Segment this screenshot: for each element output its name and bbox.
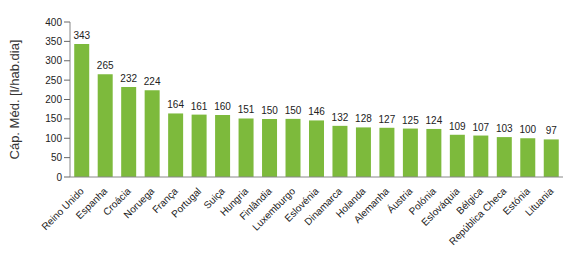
svg-text:Luxemburgo: Luxemburgo: [250, 185, 298, 233]
svg-text:Bélgica: Bélgica: [454, 185, 486, 217]
svg-text:200: 200: [45, 94, 62, 105]
svg-text:Hungria: Hungria: [217, 185, 251, 218]
svg-text:Finlândia: Finlândia: [237, 185, 274, 222]
svg-text:Holanda: Holanda: [333, 185, 368, 220]
svg-text:250: 250: [45, 75, 62, 86]
svg-text:150: 150: [285, 105, 302, 116]
svg-text:107: 107: [472, 122, 489, 133]
svg-text:125: 125: [402, 115, 419, 126]
svg-text:97: 97: [546, 125, 558, 136]
svg-text:265: 265: [97, 60, 114, 71]
svg-text:132: 132: [332, 112, 349, 123]
svg-text:164: 164: [167, 99, 184, 110]
svg-text:Espanha: Espanha: [74, 185, 110, 221]
svg-text:300: 300: [45, 55, 62, 66]
svg-text:Eslováquia: Eslováquia: [419, 185, 462, 228]
svg-text:0: 0: [56, 172, 62, 183]
svg-text:Cáp. Méd. [l/hab.dia]: Cáp. Méd. [l/hab.dia]: [8, 40, 22, 160]
svg-text:Dinamarca: Dinamarca: [302, 185, 345, 228]
svg-text:127: 127: [379, 114, 396, 125]
svg-text:Lituania: Lituania: [523, 185, 556, 218]
svg-text:Noruega: Noruega: [122, 185, 157, 220]
svg-text:124: 124: [426, 115, 443, 126]
svg-text:Polónia: Polónia: [406, 185, 439, 217]
svg-text:350: 350: [45, 36, 62, 47]
svg-text:160: 160: [214, 101, 231, 112]
svg-text:Áustria: Áustria: [384, 185, 415, 216]
svg-text:232: 232: [120, 73, 137, 84]
svg-text:150: 150: [45, 113, 62, 124]
svg-text:100: 100: [519, 124, 536, 135]
svg-text:Croácia: Croácia: [100, 185, 133, 218]
svg-text:República Checa: República Checa: [447, 185, 509, 247]
svg-text:343: 343: [73, 30, 90, 41]
svg-text:França: França: [150, 185, 180, 216]
svg-text:Alemanha: Alemanha: [352, 185, 392, 225]
svg-text:103: 103: [496, 123, 513, 134]
svg-text:400: 400: [45, 17, 62, 28]
svg-text:150: 150: [261, 105, 278, 116]
svg-text:Portugal: Portugal: [169, 185, 203, 219]
svg-text:109: 109: [449, 121, 466, 132]
svg-text:151: 151: [238, 104, 255, 115]
svg-text:Eslovénia: Eslovénia: [282, 185, 321, 224]
svg-text:100: 100: [45, 133, 62, 144]
svg-text:50: 50: [51, 152, 63, 163]
svg-text:146: 146: [308, 106, 325, 117]
svg-text:128: 128: [355, 113, 372, 124]
svg-text:Suiça: Suiça: [201, 185, 227, 211]
svg-text:Estónia: Estónia: [500, 185, 532, 217]
svg-text:224: 224: [144, 76, 161, 87]
svg-text:161: 161: [191, 101, 208, 112]
svg-text:Reino Unido: Reino Unido: [39, 185, 86, 233]
